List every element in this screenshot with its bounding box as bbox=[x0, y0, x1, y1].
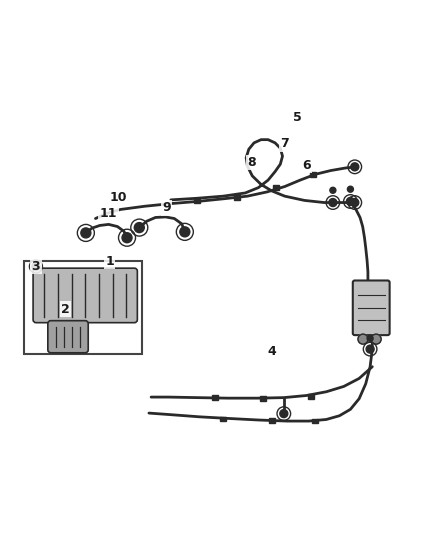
FancyBboxPatch shape bbox=[48, 321, 88, 353]
Circle shape bbox=[122, 233, 132, 243]
Text: 3: 3 bbox=[32, 260, 40, 273]
Circle shape bbox=[134, 223, 144, 232]
FancyBboxPatch shape bbox=[353, 280, 390, 335]
Circle shape bbox=[180, 227, 190, 237]
Text: 1: 1 bbox=[105, 255, 114, 268]
Circle shape bbox=[330, 187, 336, 193]
Circle shape bbox=[280, 409, 288, 418]
Text: 4: 4 bbox=[267, 345, 276, 358]
Circle shape bbox=[347, 186, 353, 192]
Bar bbox=[268, 418, 275, 423]
Text: 10: 10 bbox=[110, 191, 127, 204]
Circle shape bbox=[81, 228, 91, 238]
Text: 7: 7 bbox=[280, 138, 289, 150]
Text: 9: 9 bbox=[162, 201, 171, 214]
Text: 11: 11 bbox=[100, 207, 117, 220]
Bar bbox=[308, 394, 314, 399]
Circle shape bbox=[367, 335, 373, 342]
Circle shape bbox=[358, 334, 368, 344]
Bar bbox=[312, 418, 318, 424]
Text: 5: 5 bbox=[293, 111, 302, 124]
Circle shape bbox=[371, 334, 381, 344]
Bar bbox=[233, 195, 240, 200]
Bar bbox=[212, 395, 218, 400]
Bar bbox=[260, 395, 266, 401]
Bar bbox=[273, 185, 279, 190]
Circle shape bbox=[346, 197, 354, 206]
Circle shape bbox=[351, 163, 359, 171]
Text: 8: 8 bbox=[247, 156, 256, 169]
Circle shape bbox=[329, 198, 337, 207]
Bar bbox=[220, 416, 226, 422]
Bar bbox=[194, 198, 200, 204]
Text: 2: 2 bbox=[61, 303, 70, 316]
FancyBboxPatch shape bbox=[33, 268, 138, 322]
Circle shape bbox=[32, 262, 40, 271]
Circle shape bbox=[351, 198, 359, 207]
Bar bbox=[310, 172, 316, 177]
Text: 6: 6 bbox=[302, 159, 311, 172]
Circle shape bbox=[366, 345, 374, 353]
Bar bbox=[24, 261, 142, 354]
